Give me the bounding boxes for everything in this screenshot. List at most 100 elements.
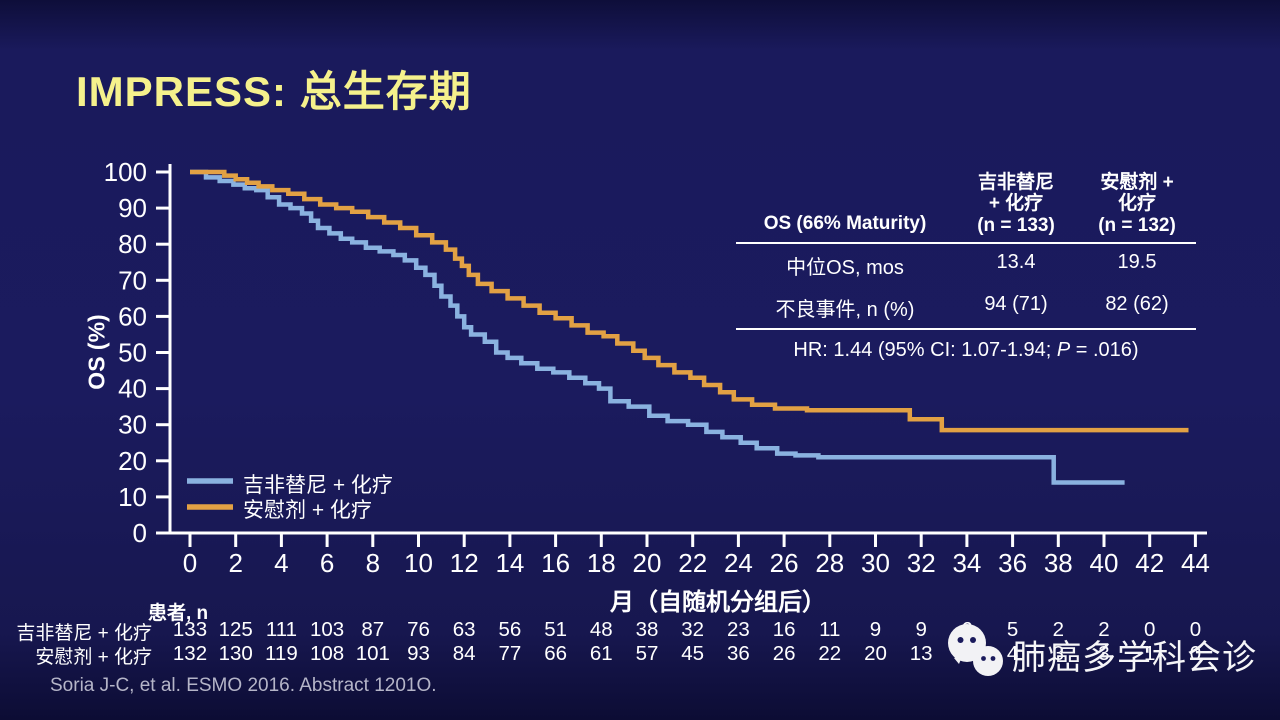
at-risk-count: 16 [773, 618, 796, 641]
at-risk-count: 132 [173, 642, 207, 665]
at-risk-count: 84 [453, 642, 476, 665]
x-tick-label: 40 [1090, 548, 1119, 578]
citation: Soria J-C, et al. ESMO 2016. Abstract 12… [50, 675, 437, 696]
at-risk-count: 26 [773, 642, 796, 665]
at-risk-count: 45 [681, 642, 704, 665]
at-risk-count: 56 [498, 618, 521, 641]
at-risk-count: 23 [727, 618, 750, 641]
x-tick-label: 34 [952, 548, 981, 578]
stats-row-label: 中位OS, mos [786, 256, 904, 279]
x-tick-label: 18 [587, 548, 616, 578]
x-tick-label: 30 [861, 548, 890, 578]
at-risk-count: 87 [361, 618, 384, 641]
x-tick-label: 36 [998, 548, 1027, 578]
wechat-icon [948, 624, 1003, 676]
at-risk-header: 患者, n [148, 603, 209, 624]
stats-divider-bottom [736, 327, 1196, 330]
x-tick-label: 2 [228, 548, 242, 578]
legend-label-gefitinib: 吉非替尼 + 化疗 [243, 474, 393, 497]
stats-divider-top [736, 241, 1196, 244]
stats-header-gefitinib: 吉非替尼 + 化疗 (n = 133) [977, 172, 1055, 236]
at-risk-count: 57 [636, 642, 659, 665]
at-risk-count: 103 [310, 618, 344, 641]
at-risk-count: 5 [1007, 618, 1018, 641]
y-tick-label: 60 [118, 301, 147, 331]
y-tick-label: 70 [118, 265, 147, 295]
x-tick-label: 22 [678, 548, 707, 578]
at-risk-count: 61 [590, 642, 613, 665]
at-risk-count: 0 [1144, 618, 1155, 641]
km-curve-placebo [190, 169, 1189, 433]
y-tick-label: 50 [118, 338, 147, 368]
at-risk-count: 0 [1190, 618, 1201, 641]
x-tick-label: 38 [1044, 548, 1073, 578]
at-risk-row-label-gefitinib: 吉非替尼 + 化疗 [16, 623, 152, 644]
at-risk-count: 13 [910, 642, 933, 665]
at-risk-count: 77 [498, 642, 521, 665]
hazard-ratio-text: HR: 1.44 (95% CI: 1.07-1.94; P = .016) [793, 338, 1139, 361]
x-tick-label: 44 [1181, 548, 1210, 578]
at-risk-count: 3 [1053, 642, 1064, 665]
legend-label-placebo: 安慰剂 + 化疗 [243, 499, 372, 522]
at-risk-count: 66 [544, 642, 567, 665]
x-tick-label: 14 [495, 548, 524, 578]
x-tick-label: 10 [404, 548, 433, 578]
stats-value: 82 (62) [1105, 292, 1169, 315]
y-tick-label: 0 [133, 518, 147, 548]
x-tick-label: 12 [450, 548, 479, 578]
x-tick-label: 16 [541, 548, 570, 578]
at-risk-count: 133 [173, 618, 207, 641]
y-tick-label: 80 [118, 229, 147, 259]
at-risk-count: 0 [1190, 642, 1201, 665]
x-tick-label: 8 [366, 548, 380, 578]
stats-value: 19.5 [1117, 250, 1157, 273]
at-risk-count: 125 [219, 618, 253, 641]
x-tick-label: 6 [320, 548, 334, 578]
stats-value: 94 (71) [984, 292, 1048, 315]
y-tick-label: 20 [118, 446, 147, 476]
km-curve-gefitinib [190, 169, 1125, 485]
at-risk-count: 76 [407, 618, 430, 641]
wechat-watermark: 肺癌多学科会诊 [944, 620, 1257, 684]
x-tick-label: 32 [907, 548, 936, 578]
at-risk-count: 2 [1098, 618, 1109, 641]
x-tick-label: 26 [770, 548, 799, 578]
at-risk-row-label-placebo: 安慰剂 + 化疗 [35, 647, 152, 668]
at-risk-count: 38 [636, 618, 659, 641]
x-axis-title: 月（自随机分组后） [610, 589, 826, 616]
y-axis-title: OS (%) [83, 314, 110, 390]
at-risk-count: 3 [1098, 642, 1109, 665]
x-tick-label: 24 [724, 548, 753, 578]
at-risk-count: 1 [1144, 642, 1155, 665]
y-tick-label: 10 [118, 482, 147, 512]
stats-header-left: OS (66% Maturity) [763, 212, 927, 234]
y-tick-label: 30 [118, 410, 147, 440]
y-tick-label: 90 [118, 193, 147, 223]
stats-row-label: 不良事件, n (%) [775, 298, 915, 321]
at-risk-count: 9 [870, 618, 881, 641]
stats-header-placebo: 安慰剂 + 化疗 (n = 132) [1098, 172, 1176, 236]
at-risk-count: 111 [266, 618, 297, 641]
at-risk-count: 51 [544, 618, 567, 641]
at-risk-count: 36 [727, 642, 750, 665]
watermark-text: 肺癌多学科会诊 [1012, 639, 1257, 677]
at-risk-count: 63 [453, 618, 476, 641]
y-tick-label: 40 [118, 374, 147, 404]
page-title: IMPRESS: 总生存期 [76, 68, 472, 115]
y-tick-label: 100 [104, 157, 147, 187]
os-stats-table: OS (66% Maturity) 吉非替尼 + 化疗 (n = 133) 安慰… [736, 172, 1196, 362]
at-risk-count: 119 [265, 642, 298, 665]
x-tick-label: 28 [815, 548, 844, 578]
x-tick-label: 0 [183, 548, 197, 578]
x-tick-label: 42 [1135, 548, 1164, 578]
stats-value: 13.4 [996, 250, 1036, 273]
at-risk-count: 48 [590, 618, 613, 641]
x-tick-label: 4 [274, 548, 288, 578]
at-risk-count: 101 [356, 642, 390, 665]
at-risk-count: 22 [818, 642, 841, 665]
at-risk-count: 20 [864, 642, 887, 665]
at-risk-count: 9 [915, 618, 926, 641]
at-risk-count: 108 [310, 642, 344, 665]
